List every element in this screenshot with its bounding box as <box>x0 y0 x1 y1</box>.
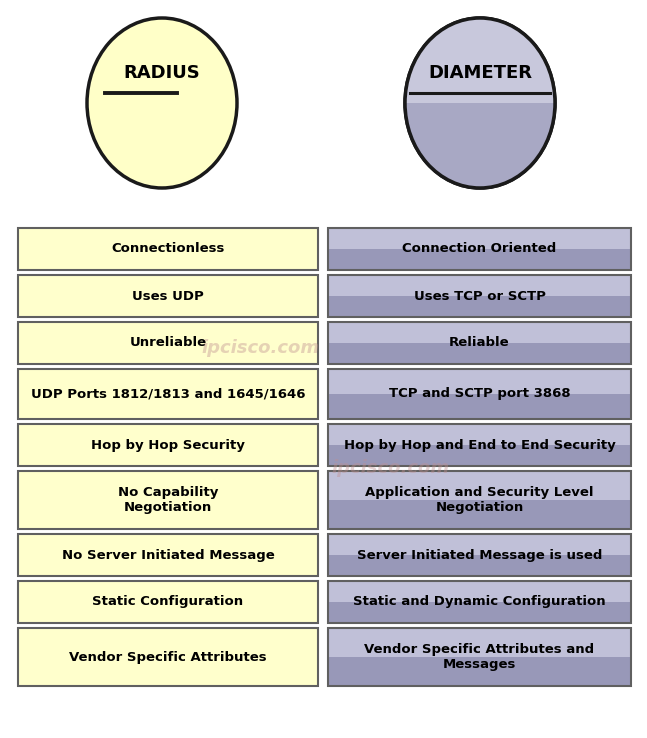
Text: No Capability
Negotiation: No Capability Negotiation <box>118 486 218 514</box>
Text: Hop by Hop and End to End Security: Hop by Hop and End to End Security <box>344 438 615 452</box>
FancyBboxPatch shape <box>328 228 631 249</box>
Text: TCP and SCTP port 3868: TCP and SCTP port 3868 <box>389 387 570 401</box>
FancyBboxPatch shape <box>328 369 631 394</box>
Text: DIAMETER: DIAMETER <box>428 64 532 82</box>
FancyBboxPatch shape <box>328 275 631 296</box>
FancyBboxPatch shape <box>18 228 318 270</box>
FancyBboxPatch shape <box>328 322 631 343</box>
Text: Uses TCP or SCTP: Uses TCP or SCTP <box>413 289 545 303</box>
Text: Connection Oriented: Connection Oriented <box>402 243 556 255</box>
Text: Application and Security Level
Negotiation: Application and Security Level Negotiati… <box>366 486 594 514</box>
FancyBboxPatch shape <box>18 275 318 317</box>
Ellipse shape <box>405 18 555 188</box>
FancyBboxPatch shape <box>18 369 318 419</box>
Text: ipcisco.com: ipcisco.com <box>201 339 319 357</box>
Text: Static Configuration: Static Configuration <box>93 596 243 609</box>
FancyBboxPatch shape <box>328 534 631 555</box>
FancyBboxPatch shape <box>18 628 318 686</box>
FancyBboxPatch shape <box>328 500 631 529</box>
FancyBboxPatch shape <box>328 394 631 419</box>
FancyBboxPatch shape <box>328 296 631 317</box>
Text: Server Initiated Message is used: Server Initiated Message is used <box>356 548 602 562</box>
FancyBboxPatch shape <box>328 471 631 500</box>
FancyBboxPatch shape <box>328 555 631 576</box>
FancyBboxPatch shape <box>18 322 318 364</box>
FancyBboxPatch shape <box>18 534 318 576</box>
FancyBboxPatch shape <box>328 602 631 623</box>
Text: Vendor Specific Attributes and
Messages: Vendor Specific Attributes and Messages <box>364 643 595 671</box>
Text: Unreliable: Unreliable <box>129 337 206 350</box>
Ellipse shape <box>405 18 555 188</box>
Text: ipcisco.com: ipcisco.com <box>331 459 449 477</box>
Text: No Server Initiated Message: No Server Initiated Message <box>61 548 274 562</box>
FancyBboxPatch shape <box>18 581 318 623</box>
FancyBboxPatch shape <box>328 445 631 466</box>
Text: Hop by Hop Security: Hop by Hop Security <box>91 438 245 452</box>
Ellipse shape <box>87 18 237 188</box>
Text: Uses UDP: Uses UDP <box>132 289 204 303</box>
FancyBboxPatch shape <box>328 424 631 445</box>
FancyBboxPatch shape <box>328 343 631 364</box>
Text: Connectionless: Connectionless <box>111 243 225 255</box>
FancyBboxPatch shape <box>18 424 318 466</box>
FancyBboxPatch shape <box>328 581 631 602</box>
Ellipse shape <box>405 18 555 188</box>
FancyBboxPatch shape <box>328 657 631 686</box>
Text: Vendor Specific Attributes: Vendor Specific Attributes <box>69 650 267 663</box>
FancyBboxPatch shape <box>328 628 631 657</box>
Text: Static and Dynamic Configuration: Static and Dynamic Configuration <box>353 596 606 609</box>
FancyBboxPatch shape <box>328 249 631 270</box>
FancyBboxPatch shape <box>18 471 318 529</box>
Text: Reliable: Reliable <box>449 337 510 350</box>
Text: UDP Ports 1812/1813 and 1645/1646: UDP Ports 1812/1813 and 1645/1646 <box>31 387 305 401</box>
Text: RADIUS: RADIUS <box>124 64 201 82</box>
